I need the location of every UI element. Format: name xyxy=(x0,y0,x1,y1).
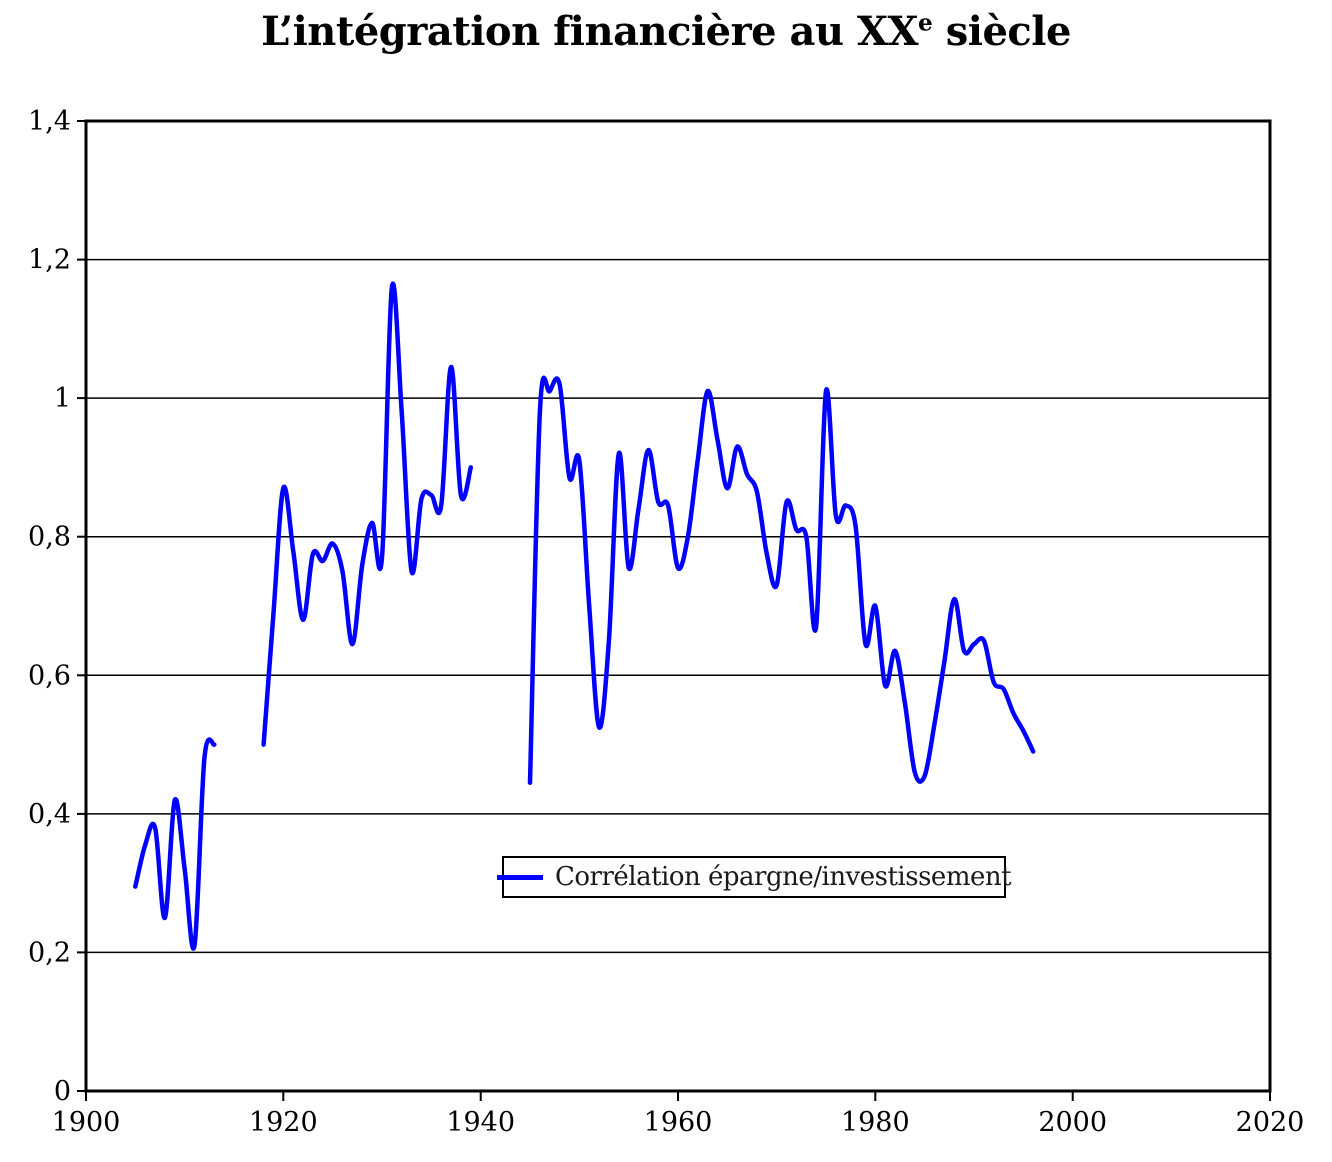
correlation-line-segment xyxy=(261,281,474,747)
y-axis-tick-label: 0,2 xyxy=(28,937,71,968)
x-axis-tick-label: 1900 xyxy=(52,1107,121,1138)
y-axis-tick-label: 0,8 xyxy=(28,522,71,553)
y-axis-tick-label: 0,6 xyxy=(28,660,71,691)
x-axis-tick-label: 2020 xyxy=(1236,1107,1305,1138)
y-axis-tick-label: 0,4 xyxy=(28,799,71,830)
y-axis-tick-label: 0 xyxy=(54,1076,71,1107)
chart-title-superscript: e xyxy=(918,9,933,37)
plot-frame xyxy=(84,119,1272,1093)
legend-line-sample xyxy=(496,874,543,880)
x-axis-tick-label: 1960 xyxy=(644,1107,713,1138)
legend-label: Corrélation épargne/investissement xyxy=(554,862,1012,892)
chart-title-text: L’intégration financière au XX xyxy=(261,8,919,55)
y-axis-tick-label: 1 xyxy=(54,383,71,414)
x-axis-tick-label: 1980 xyxy=(841,1107,910,1138)
correlation-line-segment xyxy=(133,737,217,951)
correlation-line-segment xyxy=(527,375,1036,785)
y-axis-tick-label: 1,4 xyxy=(28,106,71,137)
y-axis-tick-label: 1,2 xyxy=(28,245,71,276)
x-axis-tick-label: 2000 xyxy=(1038,1107,1107,1138)
legend-box: Corrélation épargne/investissement xyxy=(496,856,1012,898)
x-axis-tick-label: 1940 xyxy=(446,1107,515,1138)
chart-title-suffix: siècle xyxy=(932,8,1072,55)
x-axis-tick-label: 1920 xyxy=(249,1107,318,1138)
chart-title: L’intégration financière au XXe siècle xyxy=(0,8,1332,55)
